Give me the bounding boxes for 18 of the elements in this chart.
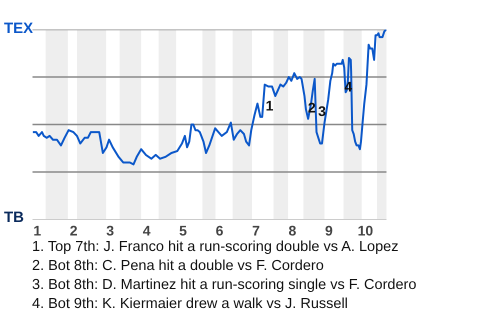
x-tick-label: 8	[288, 222, 297, 238]
x-tick-label: 5	[179, 222, 188, 238]
annotation: 1	[266, 98, 274, 114]
x-tick-label: 3	[106, 222, 114, 238]
annotation: 3	[318, 103, 326, 120]
x-tick-label: 9	[325, 222, 334, 238]
x-tick-label: 7	[252, 222, 260, 238]
text: 3. Bot 8th: D. Martinez hit a run-scoring single vs F. Cordero	[32, 276, 416, 295]
text: TB	[4, 209, 24, 227]
text: 4. Bot 9th: K. Kiermaier drew a walk vs J. Russell	[32, 295, 349, 314]
x-tick-label: 6	[216, 222, 224, 238]
x-tick-label: 4	[142, 222, 151, 238]
text: 2. Bot 8th: C. Pena hit a double vs F. Cordero	[32, 257, 325, 276]
annotation: TEX	[4, 20, 34, 38]
text: 1. Top 7th: J. Franco hit a run-scoring double vs A. Lopez	[32, 238, 400, 257]
x-tick-label: 10	[358, 222, 374, 238]
x-tick-label: 2	[70, 222, 78, 238]
x-tick-label: 1	[33, 222, 42, 238]
